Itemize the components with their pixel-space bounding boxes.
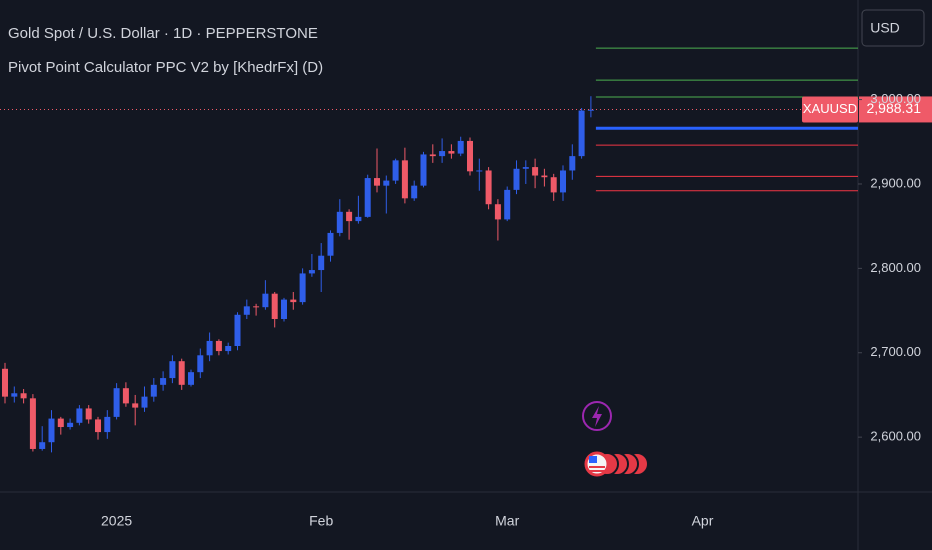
candle-body bbox=[550, 177, 557, 193]
candle-body bbox=[188, 372, 194, 385]
candle-body bbox=[234, 314, 241, 347]
candle-body bbox=[355, 216, 362, 222]
lightning bbox=[592, 406, 602, 427]
candle-body bbox=[467, 140, 473, 172]
candle-body bbox=[197, 355, 204, 373]
candle-body bbox=[439, 151, 446, 157]
price-label: XAUUSD 2,988.31 bbox=[802, 96, 932, 123]
candle-body bbox=[392, 160, 399, 181]
y-tick-label: 3,000.00 bbox=[870, 91, 921, 106]
candle-body bbox=[206, 340, 213, 356]
candle-body bbox=[578, 110, 585, 157]
y-tick-label: 2,700.00 bbox=[870, 344, 921, 359]
candle-body bbox=[150, 384, 157, 397]
candle-body bbox=[178, 361, 185, 385]
candle-body bbox=[253, 306, 260, 308]
x-tick-label: Feb bbox=[309, 513, 333, 529]
candle-body bbox=[160, 378, 167, 385]
candle-body bbox=[132, 403, 139, 408]
candle-body bbox=[420, 154, 427, 186]
candle-body bbox=[48, 418, 55, 443]
candle-body bbox=[122, 388, 129, 404]
candle-body bbox=[262, 293, 269, 308]
candle-body bbox=[327, 232, 334, 256]
candle-body bbox=[383, 180, 390, 186]
candle-body bbox=[95, 419, 101, 433]
price-tag bbox=[859, 96, 932, 123]
chart-title: Gold Spot / U.S. Dollar · 1D · PEPPERSTO… bbox=[8, 25, 318, 42]
candle-body bbox=[429, 154, 436, 157]
candle-body bbox=[67, 422, 74, 428]
last-price-label: 2,988.31 bbox=[867, 100, 922, 116]
currency-label[interactable]: USD bbox=[870, 20, 900, 36]
candle-body bbox=[541, 175, 548, 178]
candle-body bbox=[374, 178, 380, 186]
candle-body bbox=[104, 416, 111, 433]
candle-body bbox=[113, 388, 120, 417]
candle-body bbox=[587, 109, 594, 111]
candle-body bbox=[169, 361, 176, 379]
candle-body bbox=[2, 368, 8, 397]
candle-body bbox=[476, 170, 483, 172]
candle-body bbox=[225, 346, 232, 352]
candle-body bbox=[560, 170, 566, 193]
x-tick-label: Mar bbox=[495, 513, 519, 529]
y-tick-label: 2,900.00 bbox=[870, 175, 921, 190]
plot bbox=[0, 47, 858, 453]
candle-body bbox=[20, 393, 27, 399]
indicator-name: Pivot Point Calculator PPC V2 by [KhedrF… bbox=[8, 59, 323, 76]
candle-body bbox=[57, 418, 64, 428]
candle-body bbox=[336, 211, 343, 233]
candle-body bbox=[346, 211, 353, 222]
candle-body bbox=[308, 270, 315, 274]
candle-body bbox=[485, 170, 492, 205]
candle-body bbox=[522, 167, 529, 169]
candle-body bbox=[29, 398, 36, 449]
currency-button[interactable] bbox=[861, 9, 925, 47]
y-tick-label: 2,600.00 bbox=[870, 429, 921, 444]
candle-body bbox=[457, 140, 464, 154]
candle-body bbox=[299, 273, 306, 303]
candle-body bbox=[494, 204, 501, 220]
candle-body bbox=[532, 167, 539, 176]
candle-body bbox=[401, 160, 408, 199]
event-icons bbox=[582, 401, 649, 477]
flag-canton bbox=[589, 456, 597, 463]
candle-body bbox=[504, 189, 511, 220]
candle-body bbox=[271, 293, 278, 319]
candle-body bbox=[448, 151, 455, 154]
x-tick-label: Apr bbox=[692, 513, 714, 529]
candle-body bbox=[215, 340, 222, 352]
candle-body bbox=[141, 396, 148, 408]
symbol-tag bbox=[802, 96, 858, 123]
candle-body bbox=[281, 299, 287, 319]
candle-body bbox=[364, 178, 371, 217]
symbol-label: XAUUSD bbox=[803, 101, 857, 116]
candle-body bbox=[11, 393, 18, 397]
candle-body bbox=[569, 156, 576, 171]
candle-body bbox=[39, 442, 46, 449]
candle-body bbox=[76, 408, 83, 423]
candle-body bbox=[290, 299, 297, 303]
candle-body bbox=[85, 408, 92, 420]
candle-body bbox=[513, 168, 520, 190]
y-tick-label: 2,800.00 bbox=[870, 260, 921, 275]
candle-body bbox=[243, 306, 250, 315]
x-tick-label: 2025 bbox=[101, 513, 132, 529]
candle-body bbox=[411, 185, 418, 199]
candle-body bbox=[318, 255, 325, 271]
